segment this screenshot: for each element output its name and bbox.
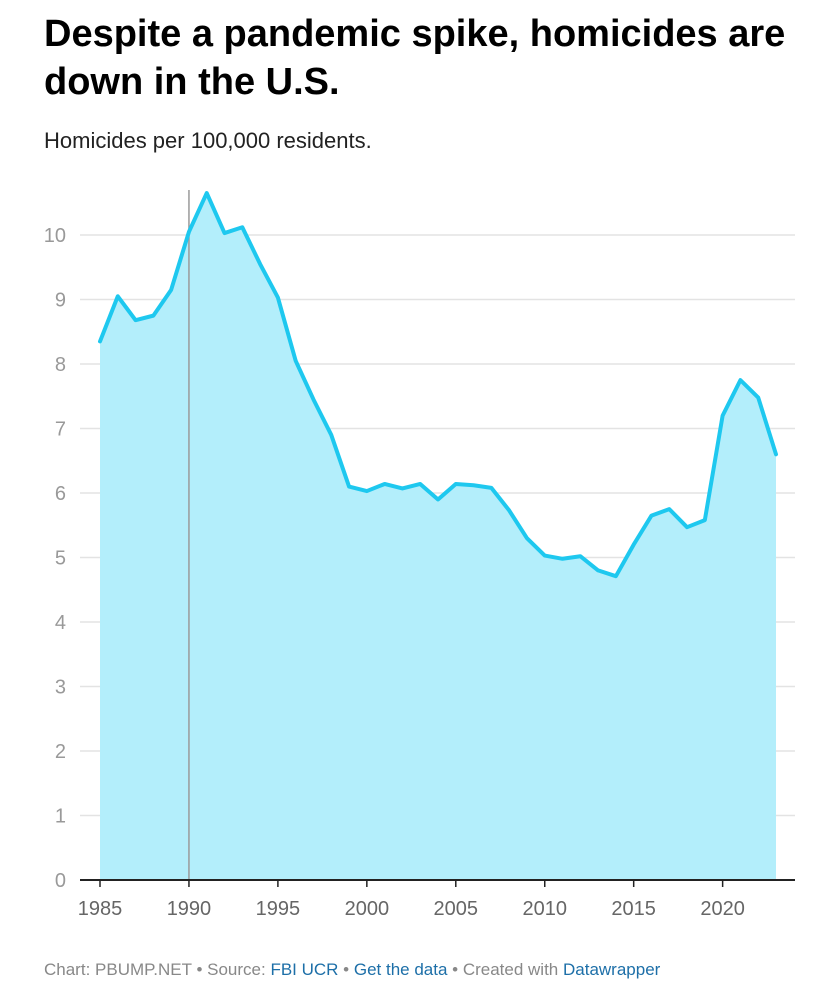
footer-credits: Chart: PBUMP.NET • Source: FBI UCR • Get…	[44, 960, 660, 980]
credit-separator: •	[191, 960, 208, 979]
line-layer	[98, 191, 778, 579]
y-tick-label: 10	[44, 225, 66, 247]
credit-separator: •	[447, 960, 463, 979]
x-axis-tick-labels: 1985 1990 1995 2000 2005 2010 2015 2020	[78, 898, 745, 920]
x-tick-label: 2020	[700, 898, 745, 920]
source-link[interactable]: FBI UCR	[270, 960, 339, 979]
chart-subtitle: Homicides per 100,000 residents.	[44, 128, 372, 153]
x-tick-label: 2010	[522, 898, 567, 920]
y-tick-label: 5	[55, 548, 66, 570]
y-tick-label: 3	[55, 677, 66, 699]
x-tick-label: 1985	[78, 898, 123, 920]
y-tick-label: 4	[55, 612, 66, 634]
y-tick-label: 0	[55, 870, 66, 892]
y-axis-tick-labels: 0 1 2 3 4 5 6 7 8 9 10	[44, 225, 66, 892]
y-tick-label: 9	[55, 290, 66, 312]
credit-chart-prefix: Chart:	[44, 960, 96, 979]
credit-separator: •	[338, 960, 354, 979]
credit-created-prefix: Created with	[462, 960, 563, 979]
homicide-rate-chart: 0 1 2 3 4 5 6 7 8 9 10 1985 1990 1995 2000 2005 2010 201…	[44, 190, 795, 920]
y-tick-label: 7	[55, 419, 66, 441]
y-tick-label: 1	[55, 806, 66, 828]
x-tick-label: 2015	[611, 898, 656, 920]
area-layer	[100, 193, 776, 880]
get-the-data-link[interactable]: Get the data	[353, 960, 448, 979]
chart-title: Despite a pandemic spike, homicides are …	[44, 13, 786, 103]
x-tick-label: 1995	[256, 898, 301, 920]
y-tick-label: 8	[55, 354, 66, 376]
x-axis	[80, 879, 795, 887]
y-tick-label: 6	[55, 483, 66, 505]
x-tick-label: 2000	[345, 898, 390, 920]
y-tick-label: 2	[55, 741, 66, 763]
credit-chart-by: PBUMP.NET	[95, 960, 192, 979]
x-tick-label: 1990	[167, 898, 212, 920]
datawrapper-link[interactable]: Datawrapper	[563, 960, 661, 979]
series-line	[98, 191, 778, 579]
area-fill	[100, 193, 776, 880]
x-tick-label: 2005	[434, 898, 479, 920]
credit-source-prefix: Source:	[207, 960, 271, 979]
